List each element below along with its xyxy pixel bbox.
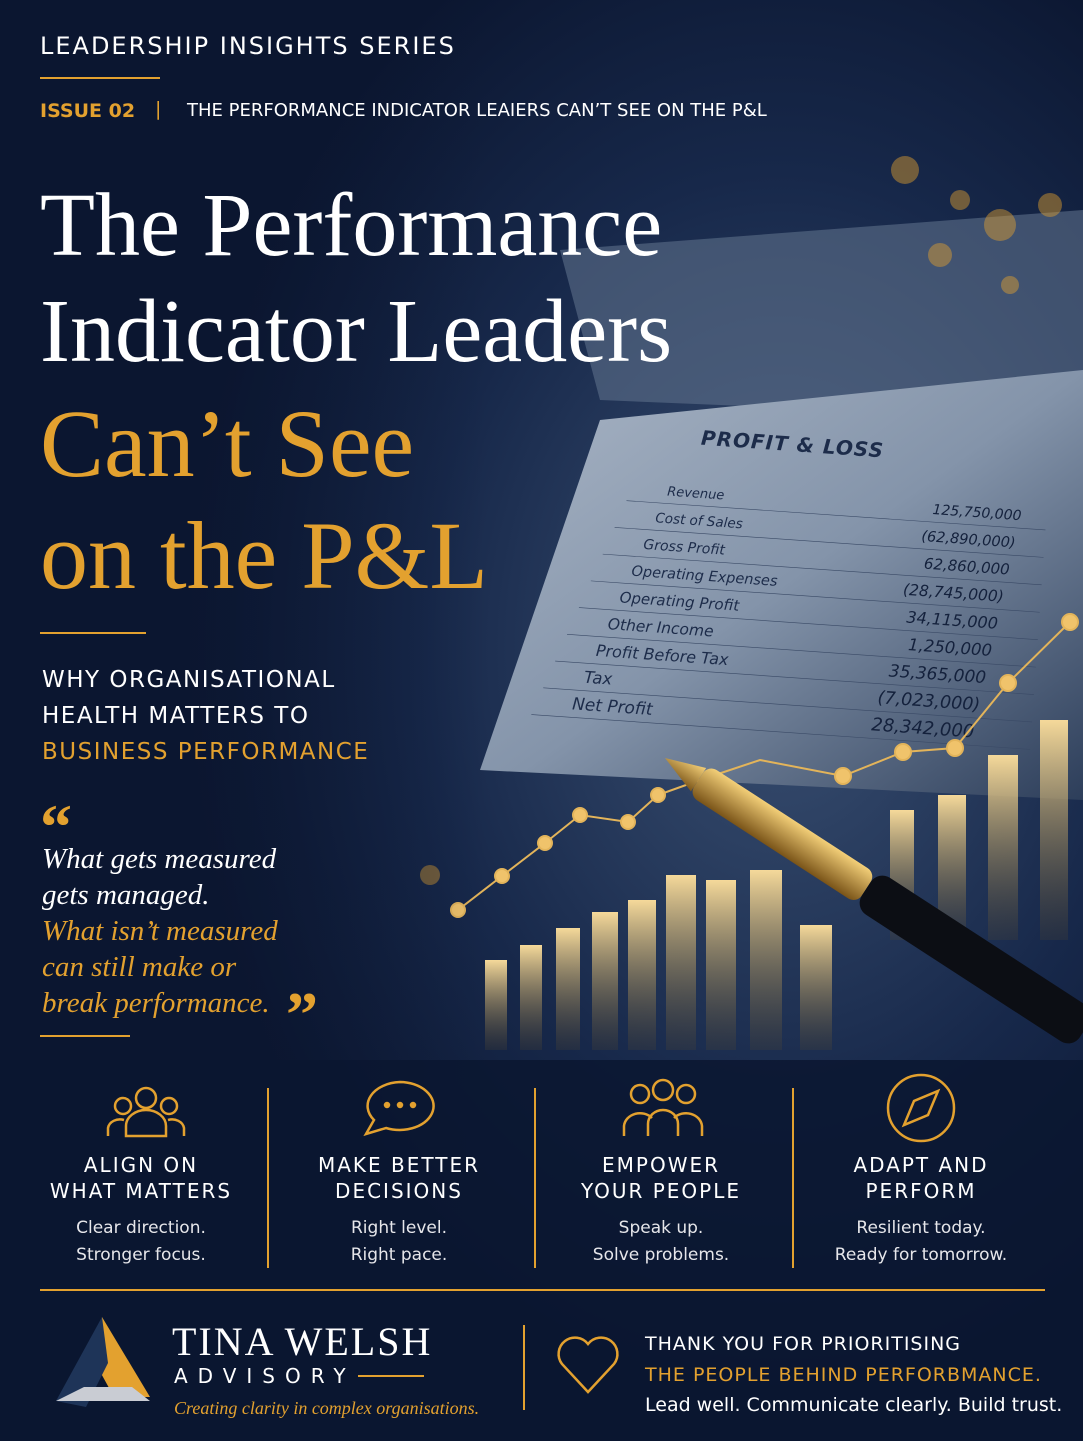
quote-highlight: can still make or [42, 951, 237, 983]
separator: | [155, 98, 162, 120]
thanks-highlight: THE PEOPLE BEHIND PERFORBMANCE. [645, 1364, 1042, 1386]
subtitle-line: HEALTH MATTERS TO [42, 703, 310, 729]
closing: Lead well. Communicate clearly. Build tr… [645, 1394, 1063, 1416]
rules [40, 77, 1045, 1410]
quote-line: What gets measured [42, 843, 277, 875]
brand-name: TINA WELSH [172, 1319, 433, 1364]
quote-close: ” [286, 979, 318, 1050]
pillar-description: Right level. [351, 1218, 447, 1238]
issue-number: ISSUE 02 [40, 100, 136, 122]
pillar-title: WHAT MATTERS [49, 1179, 233, 1203]
series-label: LEADERSHIP INSIGHTS SERIES [40, 32, 456, 60]
title-highlight: Can’t See [40, 390, 415, 497]
brand-sub: ADVISORY [174, 1364, 356, 1388]
thanks: THANK YOU FOR PRIORITISING [645, 1333, 962, 1355]
quote-highlight: break performance. [42, 987, 270, 1019]
subtitle-highlight: BUSINESS PERFORMANCE [42, 739, 370, 765]
icons [106, 1073, 956, 1394]
pillar-description: Stronger focus. [76, 1245, 206, 1265]
pillar-description: Speak up. [618, 1218, 704, 1238]
pillar-description: Clear direction. [76, 1218, 206, 1238]
pillar-title: MAKE BETTER [317, 1153, 481, 1177]
pillar-description: Right pace. [350, 1245, 448, 1265]
pillar-description: Resilient today. [856, 1218, 986, 1238]
quote-open: “ [40, 791, 72, 862]
pillar-title: DECISIONS [335, 1179, 463, 1203]
pillar-description: Ready for tomorrow. [834, 1245, 1008, 1265]
subtitle-line: WHY ORGANISATIONAL [42, 667, 336, 693]
pillar-title: EMPOWER [601, 1153, 721, 1177]
logo [56, 1317, 150, 1407]
title-highlight: on the P&L [40, 502, 488, 609]
pillar-title: PERFORM [865, 1179, 977, 1203]
title-line: The Performance [40, 176, 663, 275]
issue-title: THE PERFORMANCE INDICATOR LEAIERS CAN’T … [187, 100, 767, 121]
pillar-title: ADAPT AND [853, 1153, 989, 1177]
pillar-title: ALIGN ON [83, 1153, 199, 1177]
quote-highlight: What isn’t measured [42, 915, 278, 947]
pillar-title: YOUR PEOPLE [580, 1179, 742, 1203]
tagline: Creating clarity in complex organisation… [174, 1398, 480, 1418]
quote-line: gets managed. [42, 879, 210, 911]
title-line: Indicator Leaders [40, 282, 673, 381]
pillar-description: Solve problems. [592, 1245, 730, 1265]
